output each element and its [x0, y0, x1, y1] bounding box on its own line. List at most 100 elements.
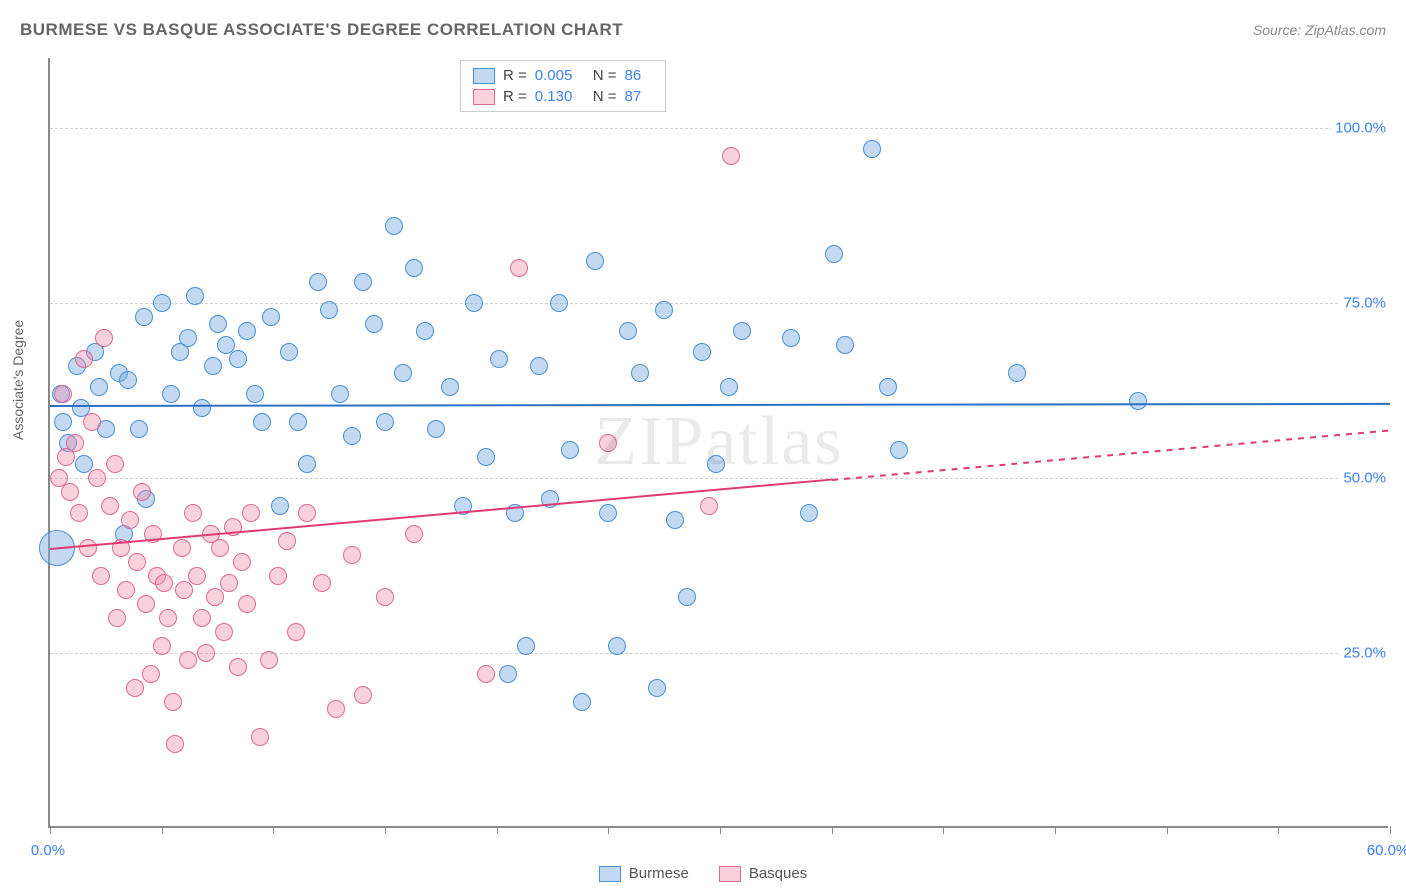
- x-tick: [1390, 826, 1391, 834]
- n-value: 86: [625, 67, 653, 84]
- n-label: N =: [593, 88, 617, 105]
- x-tick: [943, 826, 944, 834]
- legend-swatch: [473, 89, 495, 105]
- data-point: [416, 322, 434, 340]
- data-point: [95, 329, 113, 347]
- data-point: [1008, 364, 1026, 382]
- data-point: [385, 217, 403, 235]
- data-point: [121, 511, 139, 529]
- legend-swatch: [473, 68, 495, 84]
- data-point: [298, 455, 316, 473]
- data-point: [162, 385, 180, 403]
- data-point: [619, 322, 637, 340]
- data-point: [215, 623, 233, 641]
- legend-item: Basques: [719, 865, 807, 882]
- r-value: 0.005: [535, 67, 585, 84]
- data-point: [879, 378, 897, 396]
- data-point: [343, 546, 361, 564]
- data-point: [733, 322, 751, 340]
- x-tick: [162, 826, 163, 834]
- data-point: [92, 567, 110, 585]
- data-point: [206, 588, 224, 606]
- y-tick-label: 50.0%: [1339, 470, 1390, 487]
- gridline: [50, 303, 1388, 304]
- data-point: [142, 665, 160, 683]
- data-point: [211, 539, 229, 557]
- data-point: [153, 294, 171, 312]
- data-point: [106, 455, 124, 473]
- data-point: [490, 350, 508, 368]
- data-point: [586, 252, 604, 270]
- data-point: [707, 455, 725, 473]
- data-point: [678, 588, 696, 606]
- data-point: [298, 504, 316, 522]
- legend-stat-row: R =0.130N =87: [461, 86, 665, 107]
- data-point: [573, 693, 591, 711]
- x-tick: [50, 826, 51, 834]
- data-point: [269, 567, 287, 585]
- data-point: [289, 413, 307, 431]
- data-point: [179, 329, 197, 347]
- data-point: [666, 511, 684, 529]
- data-point: [166, 735, 184, 753]
- data-point: [327, 700, 345, 718]
- data-point: [320, 301, 338, 319]
- trend-line: [50, 402, 1390, 406]
- data-point: [394, 364, 412, 382]
- data-point: [376, 413, 394, 431]
- data-point: [130, 420, 148, 438]
- data-point: [354, 686, 372, 704]
- data-point: [159, 609, 177, 627]
- data-point: [530, 357, 548, 375]
- data-point: [251, 728, 269, 746]
- data-point: [253, 413, 271, 431]
- data-point: [648, 679, 666, 697]
- r-label: R =: [503, 88, 527, 105]
- data-point: [193, 399, 211, 417]
- data-point: [499, 665, 517, 683]
- data-point: [119, 371, 137, 389]
- x-tick: [385, 826, 386, 834]
- data-point: [88, 469, 106, 487]
- data-point: [700, 497, 718, 515]
- data-point: [331, 385, 349, 403]
- data-point: [561, 441, 579, 459]
- r-value: 0.130: [535, 88, 585, 105]
- gridline: [50, 478, 1388, 479]
- data-point: [75, 455, 93, 473]
- x-tick: [720, 826, 721, 834]
- data-point: [427, 420, 445, 438]
- data-point: [608, 637, 626, 655]
- gridline: [50, 128, 1388, 129]
- scatter-plot-area: ZIPatlas 25.0%50.0%75.0%100.0%: [48, 58, 1388, 828]
- data-point: [405, 525, 423, 543]
- data-point: [720, 378, 738, 396]
- data-point: [173, 539, 191, 557]
- data-point: [238, 595, 256, 613]
- legend-label: Burmese: [629, 865, 689, 882]
- data-point: [260, 651, 278, 669]
- legend-item: Burmese: [599, 865, 689, 882]
- data-point: [90, 378, 108, 396]
- data-point: [825, 245, 843, 263]
- legend-label: Basques: [749, 865, 807, 882]
- data-point: [517, 637, 535, 655]
- data-point: [510, 259, 528, 277]
- data-point: [229, 658, 247, 676]
- data-point: [631, 364, 649, 382]
- data-point: [278, 532, 296, 550]
- data-point: [193, 609, 211, 627]
- data-point: [135, 308, 153, 326]
- data-point: [117, 581, 135, 599]
- data-point: [465, 294, 483, 312]
- data-point: [238, 322, 256, 340]
- data-point: [126, 679, 144, 697]
- data-point: [309, 273, 327, 291]
- x-tick: [1278, 826, 1279, 834]
- data-point: [54, 385, 72, 403]
- data-point: [83, 413, 101, 431]
- data-point: [376, 588, 394, 606]
- x-tick-label: 60.0%: [1367, 842, 1406, 859]
- data-point: [61, 483, 79, 501]
- data-point: [354, 273, 372, 291]
